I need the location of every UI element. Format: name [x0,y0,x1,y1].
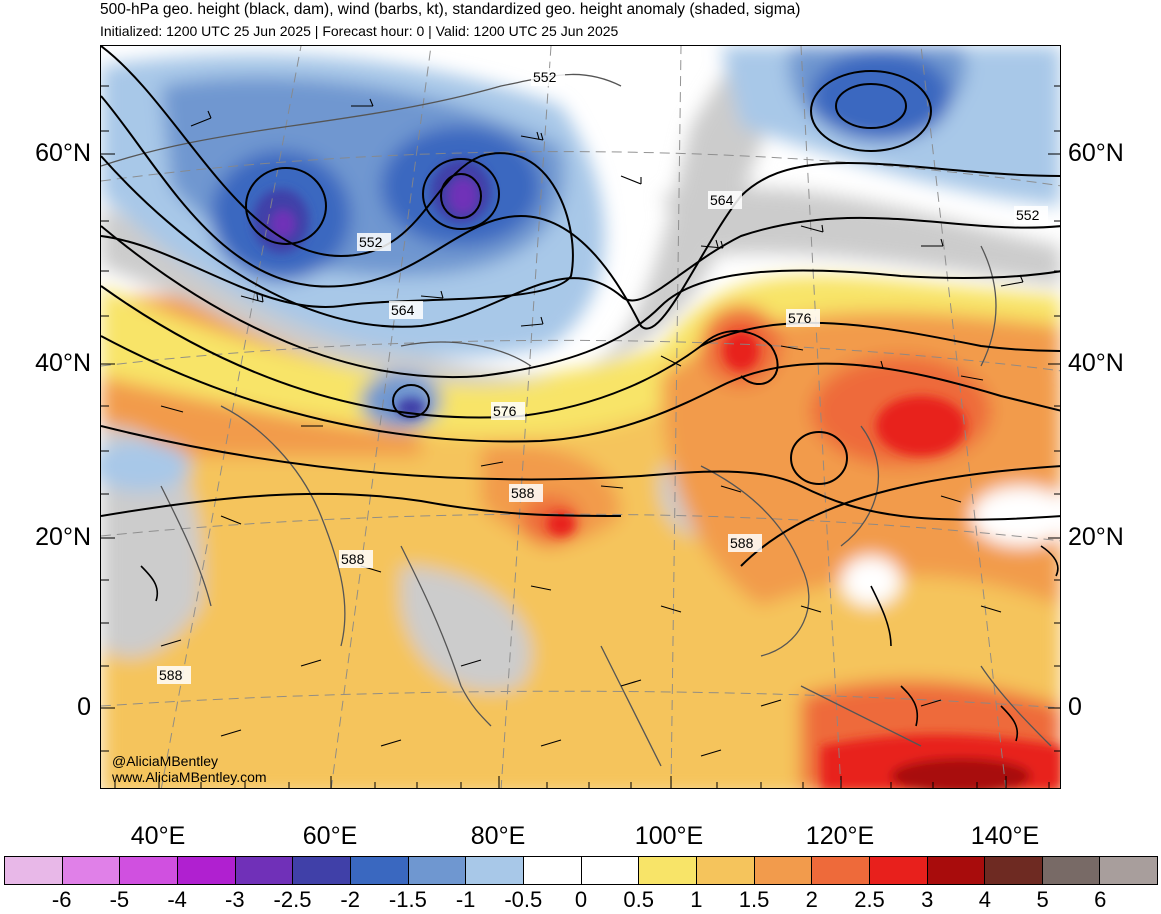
contour-label: 588 [159,667,183,683]
chart-title: 500-hPa geo. height (black, dam), wind (… [100,1,801,18]
lat-label-left: 20°N [35,523,91,551]
map-panel: 552 552 552 564 564 576 576 588 588 588 … [100,45,1061,789]
lon-label: 40°E [130,822,186,850]
colorbar-swatch [62,857,121,884]
lat-label-right: 0 [1068,693,1082,721]
colorbar [4,856,1158,885]
frame-ticks [101,85,1060,788]
colorbar-label: 1.5 [738,887,770,912]
colorbar-swatch [754,857,813,884]
lat-label-left: 40°N [35,349,91,377]
colorbar-swatch [350,857,409,884]
colorbar-label: 3 [921,887,934,912]
colorbar-label: -5 [109,887,130,912]
colorbar-swatch [177,857,236,884]
island-outlines [140,545,1059,742]
lat-label-left: 0 [77,693,91,721]
colorbar-swatch [1100,857,1158,884]
contour-label: 552 [1016,207,1040,223]
lat-label-right: 40°N [1068,349,1124,377]
contour-label: 588 [730,535,754,551]
colorbar-swatch [120,857,178,884]
colorbar-swatch [581,857,640,884]
lat-label-right: 20°N [1068,523,1124,551]
colorbar-label: 6 [1094,887,1107,912]
coastlines [101,73,1052,767]
lon-label: 120°E [805,822,875,850]
colorbar-label: 2.5 [854,887,885,912]
chart-subtitle: Initialized: 1200 UTC 25 Jun 2025 | Fore… [100,23,619,39]
colorbar-label: 0 [574,887,588,912]
anomaly-cores [253,159,1060,788]
colorbar-swatch [1042,857,1101,884]
colorbar-swatch [927,857,986,884]
colorbar-label: -3 [225,887,245,912]
colorbar-swatch [639,857,697,884]
colorbar-swatch [408,857,467,884]
colorbar-swatch [235,857,294,884]
lon-label: 100°E [634,822,704,850]
colorbar-label: -6 [51,887,72,912]
colorbar-label: -4 [167,887,187,912]
map-svg: 552 552 552 564 564 576 576 588 588 588 … [101,46,1060,788]
colorbar-swatch [985,857,1043,884]
colorbar-label: -1 [455,887,476,912]
colorbar-label: -1.5 [388,887,427,912]
colorbar-swatch [812,857,870,884]
colorbar-label: 5 [1036,887,1049,912]
contour-label: 576 [493,403,517,419]
credit-website: www.AliciaMBentley.com [112,769,267,785]
colorbar-swatch [5,857,63,884]
colorbar-swatch [466,857,524,884]
colorbar-label: 2 [805,887,818,912]
wind-barbs [160,98,1024,757]
colorbar-swatch [293,857,351,884]
contour-label-group: 552 552 552 564 564 576 576 588 588 588 … [157,68,1048,684]
colorbar-swatch [869,857,928,884]
colorbar-label: 4 [978,887,992,912]
lon-label: 140°E [970,822,1040,850]
colorbar-swatch [696,857,755,884]
height-contours [101,46,1060,567]
colorbar-label: 0.5 [623,887,654,912]
credit-handle: @AliciaMBentley [112,753,219,769]
contour-label: 588 [341,551,365,567]
colorbar-swatch [523,857,582,884]
contour-label: 564 [710,192,734,208]
lat-label-right: 60°N [1068,139,1124,167]
contour-label: 552 [533,69,557,85]
graticule [101,46,1060,788]
colorbar-label: 1 [690,887,703,912]
contour-label: 576 [788,310,812,326]
colorbar-label: -0.5 [504,887,543,912]
contour-label: 588 [511,485,535,501]
contour-label: 552 [359,234,383,250]
lat-label-left: 60°N [35,139,91,167]
colorbar-label: -2 [340,887,360,912]
colorbar-label: -2.5 [273,887,312,912]
contour-label: 564 [391,302,415,318]
lon-label: 80°E [470,822,526,850]
lon-label: 60°E [302,822,358,850]
